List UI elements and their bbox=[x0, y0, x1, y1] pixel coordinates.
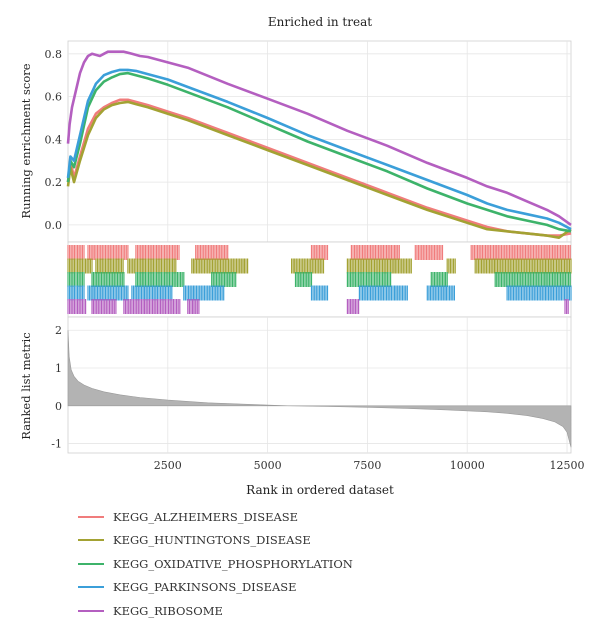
top-y-tick-label: 0.2 bbox=[45, 176, 63, 189]
legend-item: KEGG_OXIDATIVE_PHOSPHORYLATION bbox=[78, 552, 498, 576]
chart-title: Enriched in treat bbox=[268, 15, 372, 29]
x-tick-label: 7500 bbox=[353, 459, 381, 472]
legend-item: KEGG_ALZHEIMERS_DISEASE bbox=[78, 505, 498, 529]
enrichment-line-kegg-huntingtons-disease bbox=[66, 100, 572, 239]
bottom-y-tick-label: 2 bbox=[55, 324, 62, 337]
bottom-y-ticks: -1 0 1 2 bbox=[51, 324, 62, 450]
bottom-y-tick-label: 0 bbox=[55, 400, 62, 413]
x-tick-label: 5000 bbox=[254, 459, 282, 472]
legend-label: KEGG_HUNTINGTONS_DISEASE bbox=[113, 533, 311, 548]
legend-item: KEGG_RIBOSOME bbox=[78, 599, 498, 623]
bottom-panel-frame bbox=[67, 316, 572, 454]
legend-item: KEGG_PARKINSONS_DISEASE bbox=[78, 576, 498, 600]
x-axis-label: Rank in ordered dataset bbox=[246, 483, 394, 497]
legend-swatch bbox=[78, 515, 104, 518]
legend-swatch bbox=[78, 586, 104, 589]
top-y-axis-label: Running enrichment score bbox=[19, 63, 33, 218]
gene-hit-rug-panel bbox=[67, 241, 572, 318]
bottom-y-tick-label: -1 bbox=[51, 438, 62, 451]
legend-label: KEGG_ALZHEIMERS_DISEASE bbox=[113, 509, 299, 524]
legend-swatch bbox=[78, 562, 104, 565]
ranked-metric-area bbox=[67, 330, 572, 448]
bottom-y-axis-label: Ranked list metric bbox=[19, 332, 33, 439]
x-tick-label: 12500 bbox=[550, 459, 585, 472]
gene-hit-rug bbox=[67, 245, 572, 314]
legend: KEGG_ALZHEIMERS_DISEASE KEGG_HUNTINGTONS_… bbox=[78, 505, 498, 623]
x-tick-label: 2500 bbox=[154, 459, 182, 472]
legend-label: KEGG_PARKINSONS_DISEASE bbox=[113, 580, 297, 595]
top-y-tick-label: 0.0 bbox=[45, 219, 63, 232]
legend-label: KEGG_RIBOSOME bbox=[113, 603, 223, 618]
top-y-tick-label: 0.8 bbox=[45, 48, 63, 61]
enrichment-line-kegg-parkinsons-disease bbox=[66, 68, 572, 231]
ranked-metric-panel: -1 0 1 2 2500 5000 7500 10000 12500 Ranked list… bbox=[19, 316, 585, 497]
top-y-tick-label: 0.4 bbox=[45, 133, 63, 146]
legend-swatch bbox=[78, 539, 104, 542]
legend-label: KEGG_OXIDATIVE_PHOSPHORYLATION bbox=[113, 556, 353, 571]
enrichment-score-panel: 0.0 0.2 0.4 0.6 0.8 Running enrichment score bbox=[19, 40, 572, 243]
bottom-y-tick-label: 1 bbox=[55, 362, 62, 375]
x-tick-label: 10000 bbox=[450, 459, 485, 472]
x-ticks: 2500 5000 7500 10000 12500 bbox=[154, 459, 585, 472]
legend-swatch bbox=[78, 609, 104, 612]
legend-item: KEGG_HUNTINGTONS_DISEASE bbox=[78, 529, 498, 553]
top-y-ticks: 0.0 0.2 0.4 0.6 0.8 bbox=[45, 48, 63, 232]
top-y-tick-label: 0.6 bbox=[45, 91, 63, 104]
enrichment-line-kegg-ribosome bbox=[66, 50, 572, 226]
enrichment-lines bbox=[66, 50, 572, 239]
enrichment-line-kegg-oxidative-phosphorylation bbox=[66, 71, 572, 233]
